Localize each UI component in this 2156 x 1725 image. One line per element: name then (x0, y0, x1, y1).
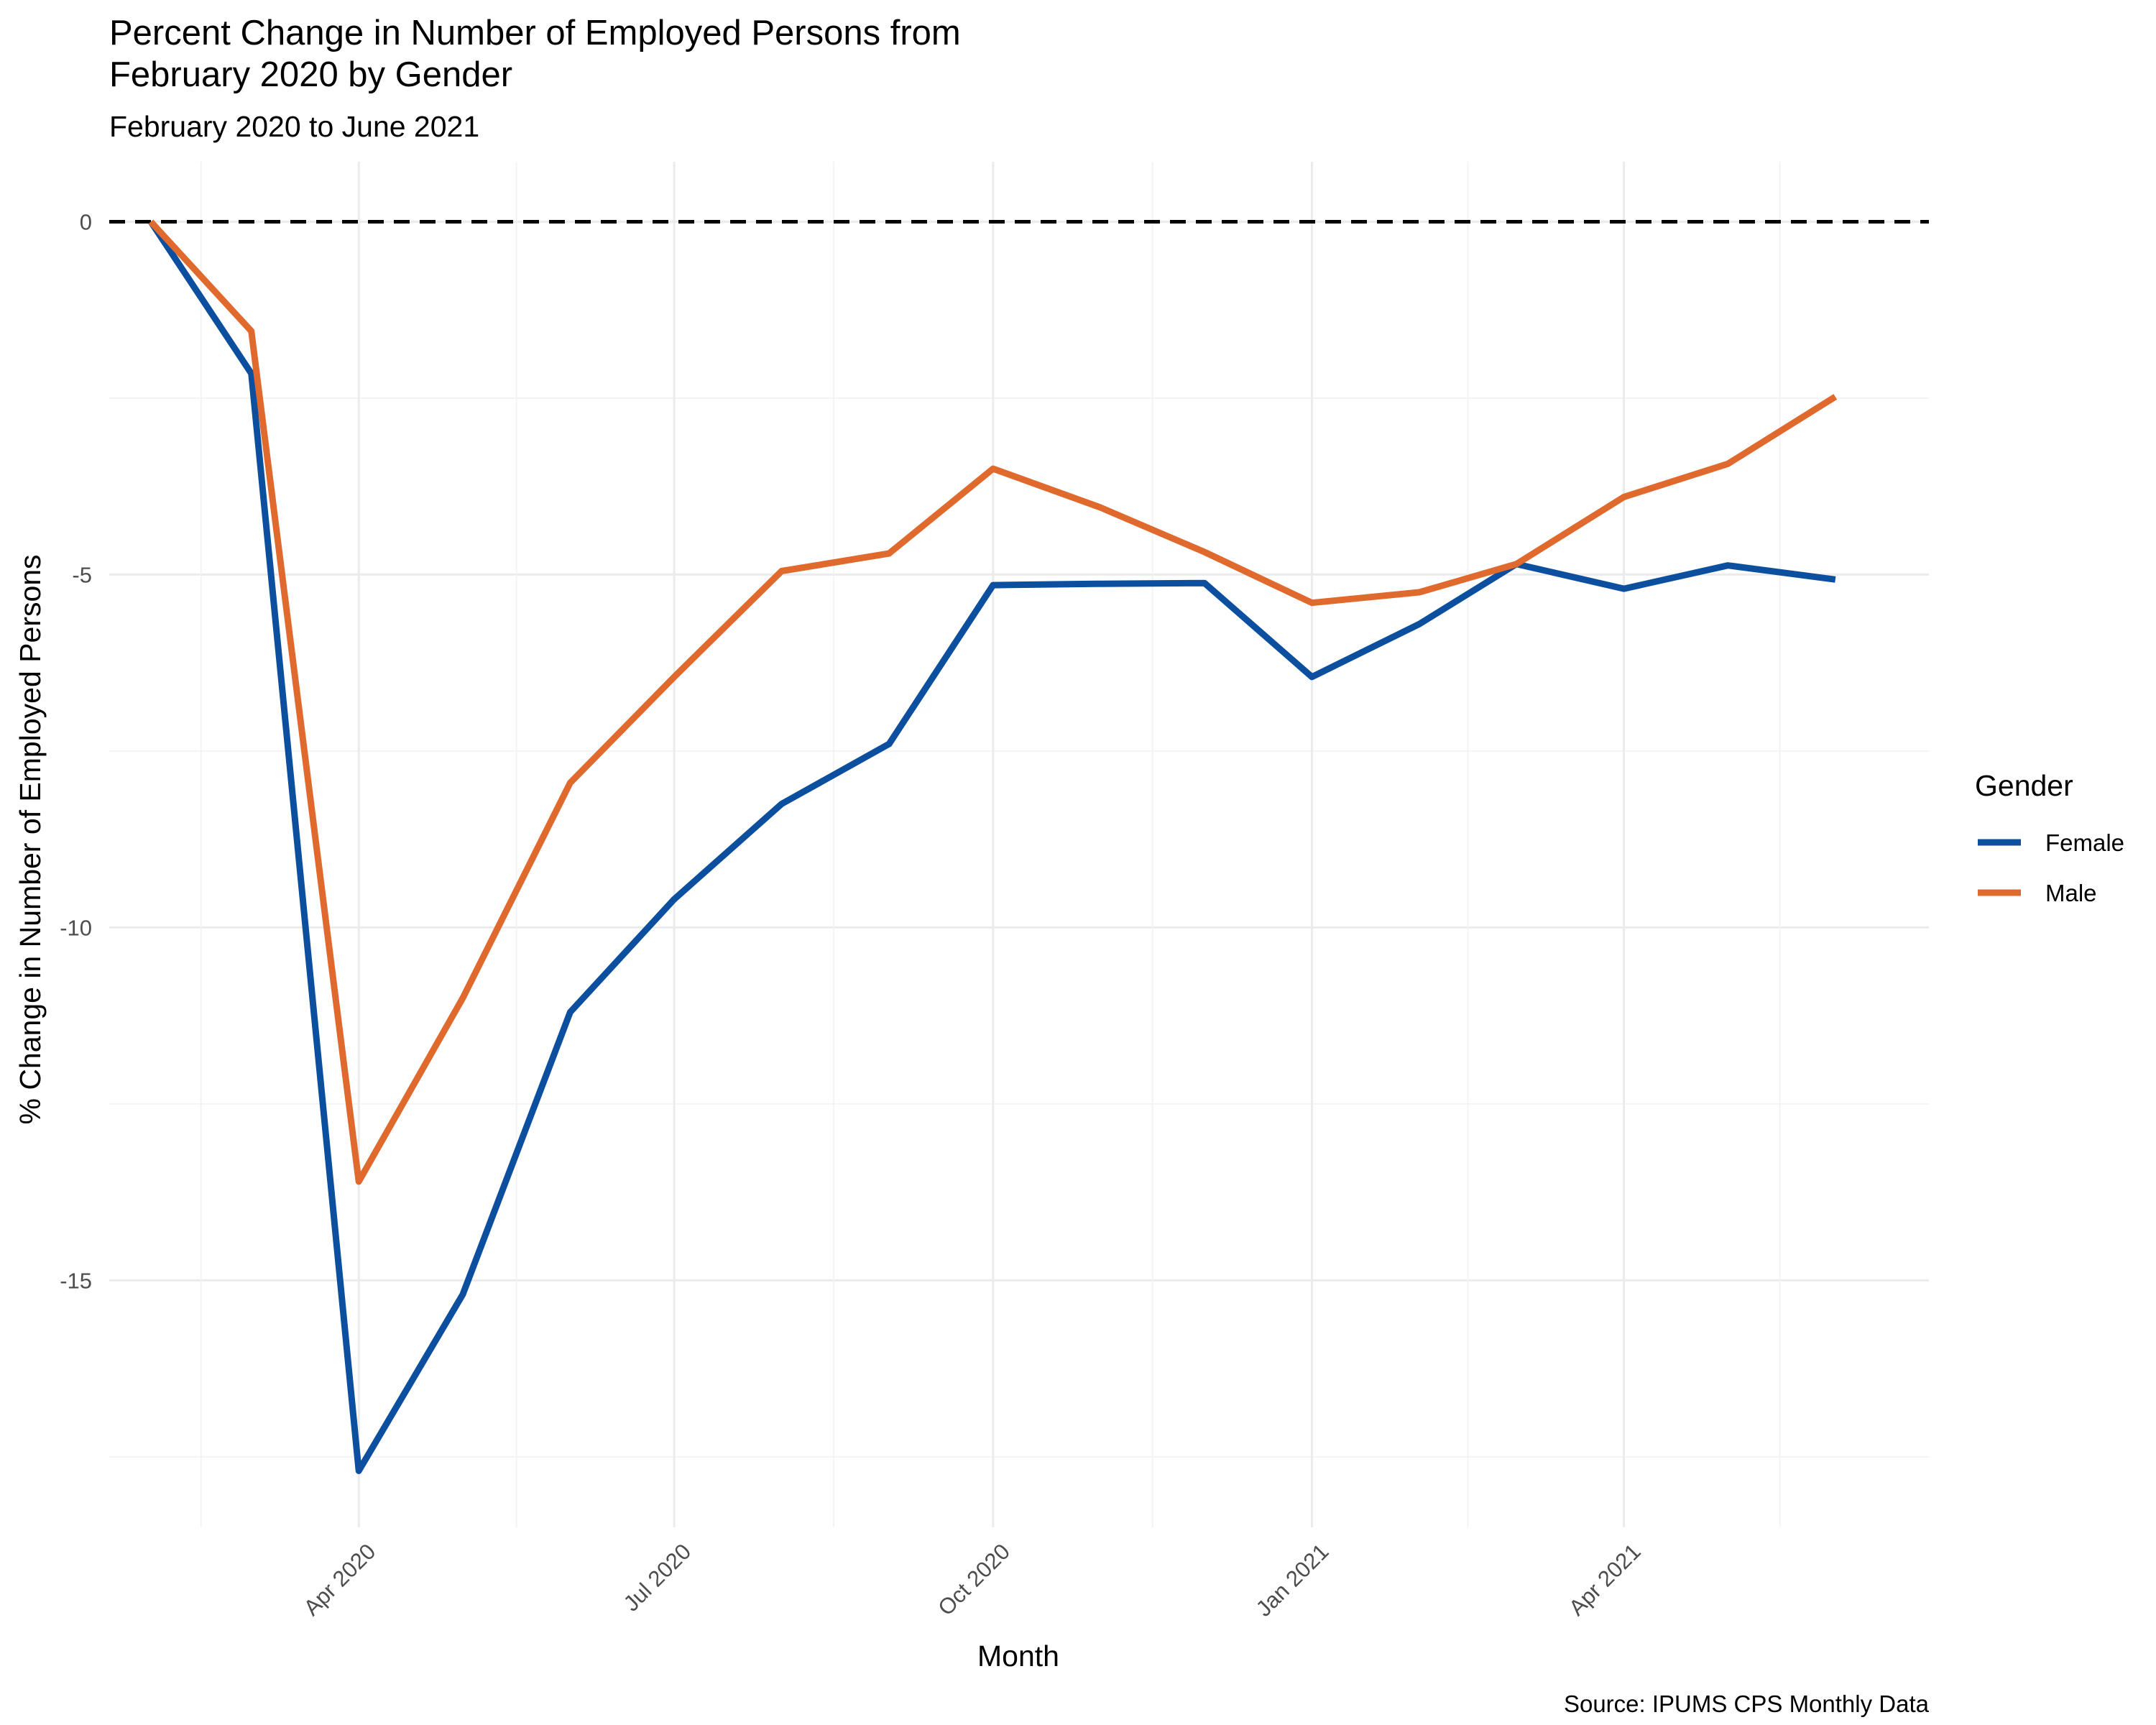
legend-label-male: Male (2045, 880, 2097, 906)
y-tick-label: -10 (60, 915, 92, 940)
source-caption: Source: IPUMS CPS Monthly Data (1564, 1690, 1930, 1717)
legend-title: Gender (1975, 769, 2073, 802)
y-axis-ticks: 0 -5 -10 -15 (60, 209, 92, 1293)
x-tick-label: Apr 2021 (1564, 1539, 1646, 1621)
legend-label-female: Female (2045, 829, 2124, 856)
y-tick-label: 0 (80, 209, 92, 234)
y-tick-label: -15 (60, 1268, 92, 1293)
y-tick-label: -5 (72, 562, 92, 587)
x-axis-title: Month (977, 1639, 1059, 1673)
x-tick-label: Apr 2020 (299, 1539, 381, 1621)
chart-subtitle: February 2020 to June 2021 (109, 110, 479, 143)
chart-title-line-2: February 2020 by Gender (109, 55, 512, 94)
legend-items: Female Male (1978, 829, 2124, 906)
grid (109, 162, 1929, 1527)
x-tick-label: Oct 2020 (933, 1539, 1015, 1621)
legend: Gender Female Male (1975, 769, 2124, 906)
series-line-male (148, 219, 1838, 1185)
series-lines (148, 219, 1838, 1474)
chart-title-line-1: Percent Change in Number of Employed Per… (109, 14, 961, 52)
x-tick-label: Jan 2021 (1251, 1539, 1334, 1622)
x-axis-ticks: Apr 2020 Jul 2020 Oct 2020 Jan 2021 Apr 2021 (299, 1539, 1646, 1622)
x-tick-label: Jul 2020 (619, 1539, 696, 1616)
y-axis-title: % Change in Number of Employed Persons (14, 554, 47, 1124)
series-line-female (148, 220, 1836, 1474)
